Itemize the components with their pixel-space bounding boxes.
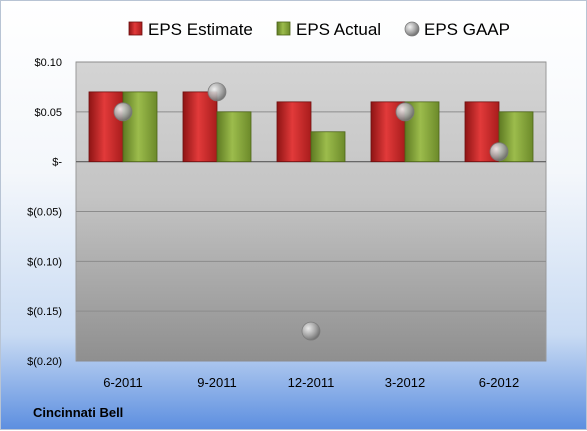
y-tick-label: $(0.20) — [27, 356, 62, 368]
gaap-marker — [489, 142, 509, 162]
x-axis: 6-2011 9-2011 12-2011 3-2012 6-2012 — [103, 375, 519, 390]
legend-swatch — [404, 21, 420, 37]
gaap-marker — [113, 102, 133, 122]
gaap-marker — [301, 321, 321, 341]
company-name: Cincinnati Bell — [33, 405, 123, 420]
x-tick-label: 9-2011 — [197, 375, 237, 390]
legend: EPS Estimate EPS Actual EPS GAAP — [128, 20, 510, 39]
legend-label: EPS Actual — [296, 20, 381, 39]
legend-swatch — [128, 21, 143, 36]
y-tick-label: $(0.05) — [27, 207, 62, 219]
y-tick-label: $(0.15) — [27, 306, 62, 318]
actual-bar — [122, 91, 158, 163]
legend-label: EPS GAAP — [424, 20, 510, 39]
estimate-bar — [182, 91, 218, 163]
legend-swatch — [276, 21, 291, 36]
x-tick-label: 3-2012 — [385, 375, 425, 390]
y-tick-label: $- — [52, 157, 62, 169]
y-axis: $0.10 $0.05 $- $(0.05) $(0.10) $(0.15) $(0.20) — [27, 57, 62, 368]
y-tick-label: $0.05 — [34, 107, 62, 119]
actual-bar — [310, 131, 346, 163]
x-tick-label: 6-2012 — [479, 375, 519, 390]
gaap-marker — [395, 102, 415, 122]
x-tick-label: 12-2011 — [288, 375, 335, 390]
actual-bar — [216, 111, 252, 163]
y-tick-label: $0.10 — [34, 57, 62, 69]
y-tick-label: $(0.10) — [27, 256, 62, 268]
bars — [88, 91, 534, 163]
x-tick-label: 6-2011 — [103, 375, 143, 390]
gaap-marker — [207, 82, 227, 102]
estimate-bar — [88, 91, 124, 163]
gaap-markers — [113, 82, 509, 341]
legend-label: EPS Estimate — [148, 20, 253, 39]
estimate-bar — [276, 101, 312, 163]
